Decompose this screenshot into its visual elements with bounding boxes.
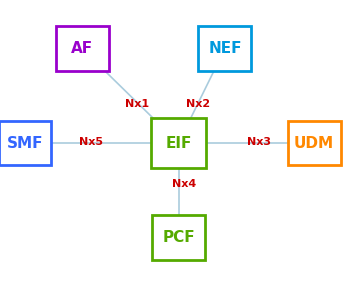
Text: Nx4: Nx4 [172,180,196,189]
Text: EIF: EIF [165,136,192,150]
FancyBboxPatch shape [288,121,341,165]
FancyBboxPatch shape [198,26,251,71]
Text: PCF: PCF [162,230,195,245]
FancyBboxPatch shape [152,215,205,260]
FancyBboxPatch shape [0,121,51,165]
FancyBboxPatch shape [151,118,206,168]
FancyBboxPatch shape [56,26,109,71]
Text: SMF: SMF [7,136,43,150]
Text: Nx1: Nx1 [125,99,150,108]
Text: AF: AF [71,41,93,56]
Text: Nx3: Nx3 [247,137,271,146]
Text: Nx5: Nx5 [79,137,103,146]
Text: NEF: NEF [208,41,242,56]
Text: Nx2: Nx2 [186,99,210,108]
Text: UDM: UDM [294,136,334,150]
